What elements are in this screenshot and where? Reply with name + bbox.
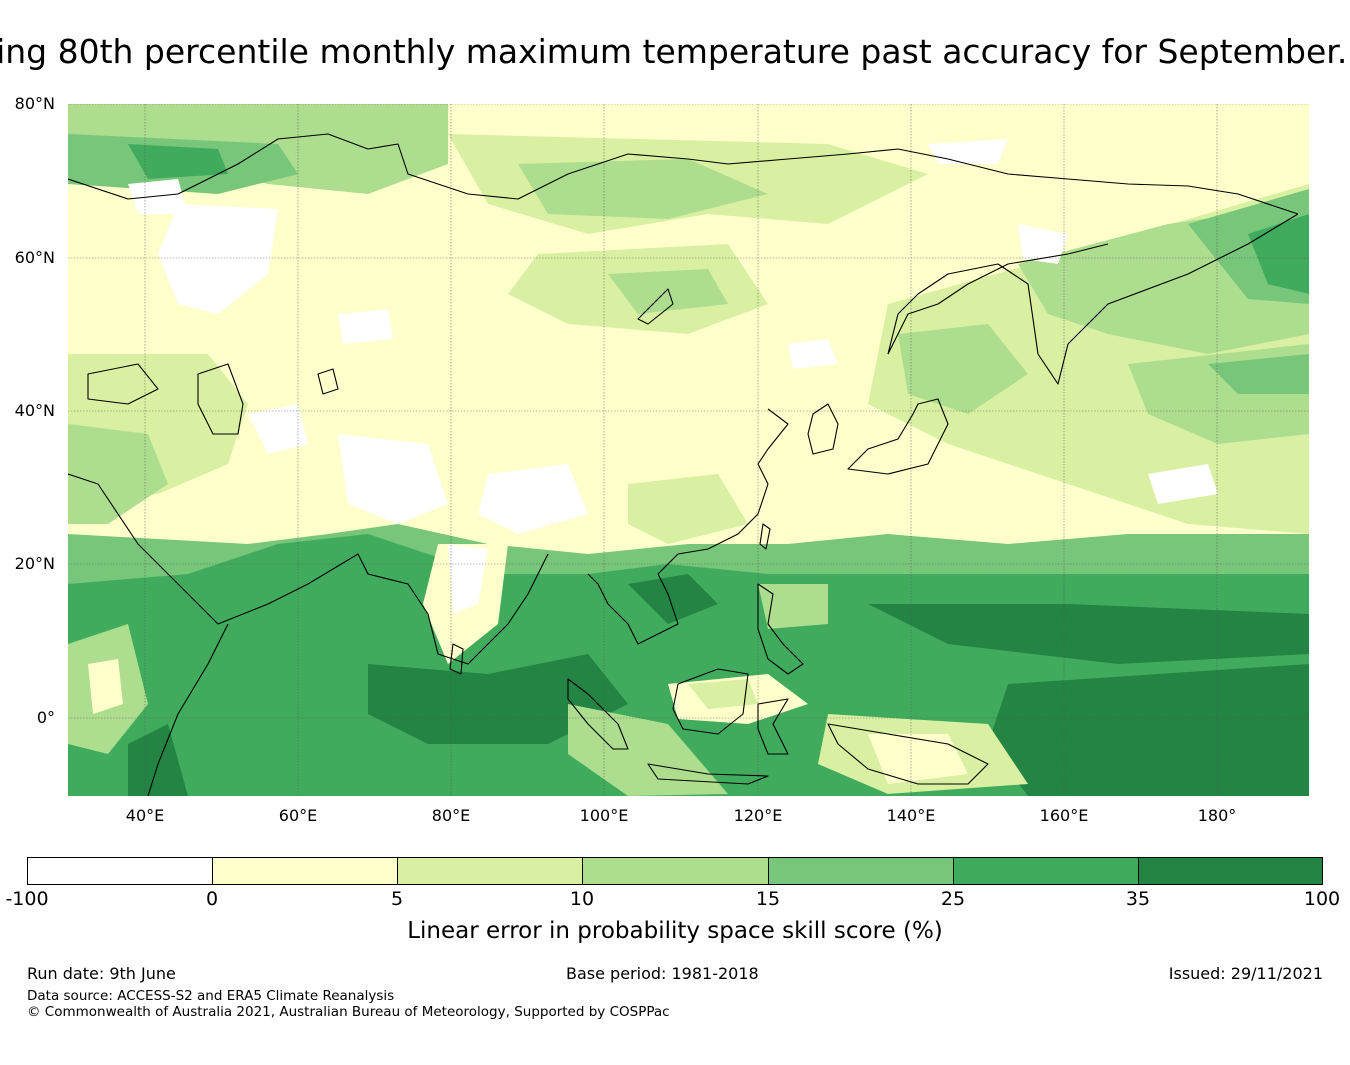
lon-label-80e: 80°E <box>431 806 471 825</box>
lon-label-100e: 100°E <box>579 806 629 825</box>
lon-label-140e: 140°E <box>886 806 936 825</box>
skill-score-fill <box>68 104 1309 796</box>
colorbar-segment <box>398 858 583 884</box>
lon-label-40e: 40°E <box>125 806 165 825</box>
map-title: Probability of exceeding 80th percentile… <box>0 32 1350 71</box>
copyright: © Commonwealth of Australia 2021, Austra… <box>27 1004 670 1020</box>
colorbar-tick: -100 <box>5 888 49 910</box>
issued-date: Issued: 29/11/2021 <box>1168 964 1323 983</box>
colorbar-tick: 0 <box>205 888 219 910</box>
colorbar-segment <box>954 858 1139 884</box>
colorbar-segment <box>583 858 769 884</box>
lat-label-0: 0° <box>36 708 55 727</box>
lat-label-20n: 20°N <box>14 554 55 573</box>
colorbar-tick: 100 <box>1303 888 1341 910</box>
colorbar-tick: 10 <box>569 888 595 910</box>
colorbar-segment <box>28 858 213 884</box>
colorbar-tick: 15 <box>755 888 781 910</box>
skill-score-map <box>68 104 1309 796</box>
colorbar-segment <box>1139 858 1322 884</box>
colorbar-tick: 25 <box>940 888 966 910</box>
lat-label-80n: 80°N <box>14 94 55 113</box>
lat-label-40n: 40°N <box>14 401 55 420</box>
colorbar-label: Linear error in probability space skill … <box>407 918 943 944</box>
run-date: Run date: 9th June <box>27 964 176 983</box>
colorbar-tick: 35 <box>1125 888 1151 910</box>
lon-label-120e: 120°E <box>733 806 783 825</box>
lon-label-160e: 160°E <box>1039 806 1089 825</box>
graticule <box>68 104 1309 796</box>
colorbar-segment <box>213 858 398 884</box>
base-period: Base period: 1981-2018 <box>566 964 759 983</box>
colorbar-segment <box>769 858 954 884</box>
data-source: Data source: ACCESS-S2 and ERA5 Climate … <box>27 988 395 1004</box>
lon-label-180: 180° <box>1197 806 1237 825</box>
lon-label-60e: 60°E <box>278 806 318 825</box>
lat-label-60n: 60°N <box>14 248 55 267</box>
coastlines <box>68 133 1299 796</box>
colorbar <box>27 857 1323 885</box>
colorbar-tick: 5 <box>390 888 404 910</box>
